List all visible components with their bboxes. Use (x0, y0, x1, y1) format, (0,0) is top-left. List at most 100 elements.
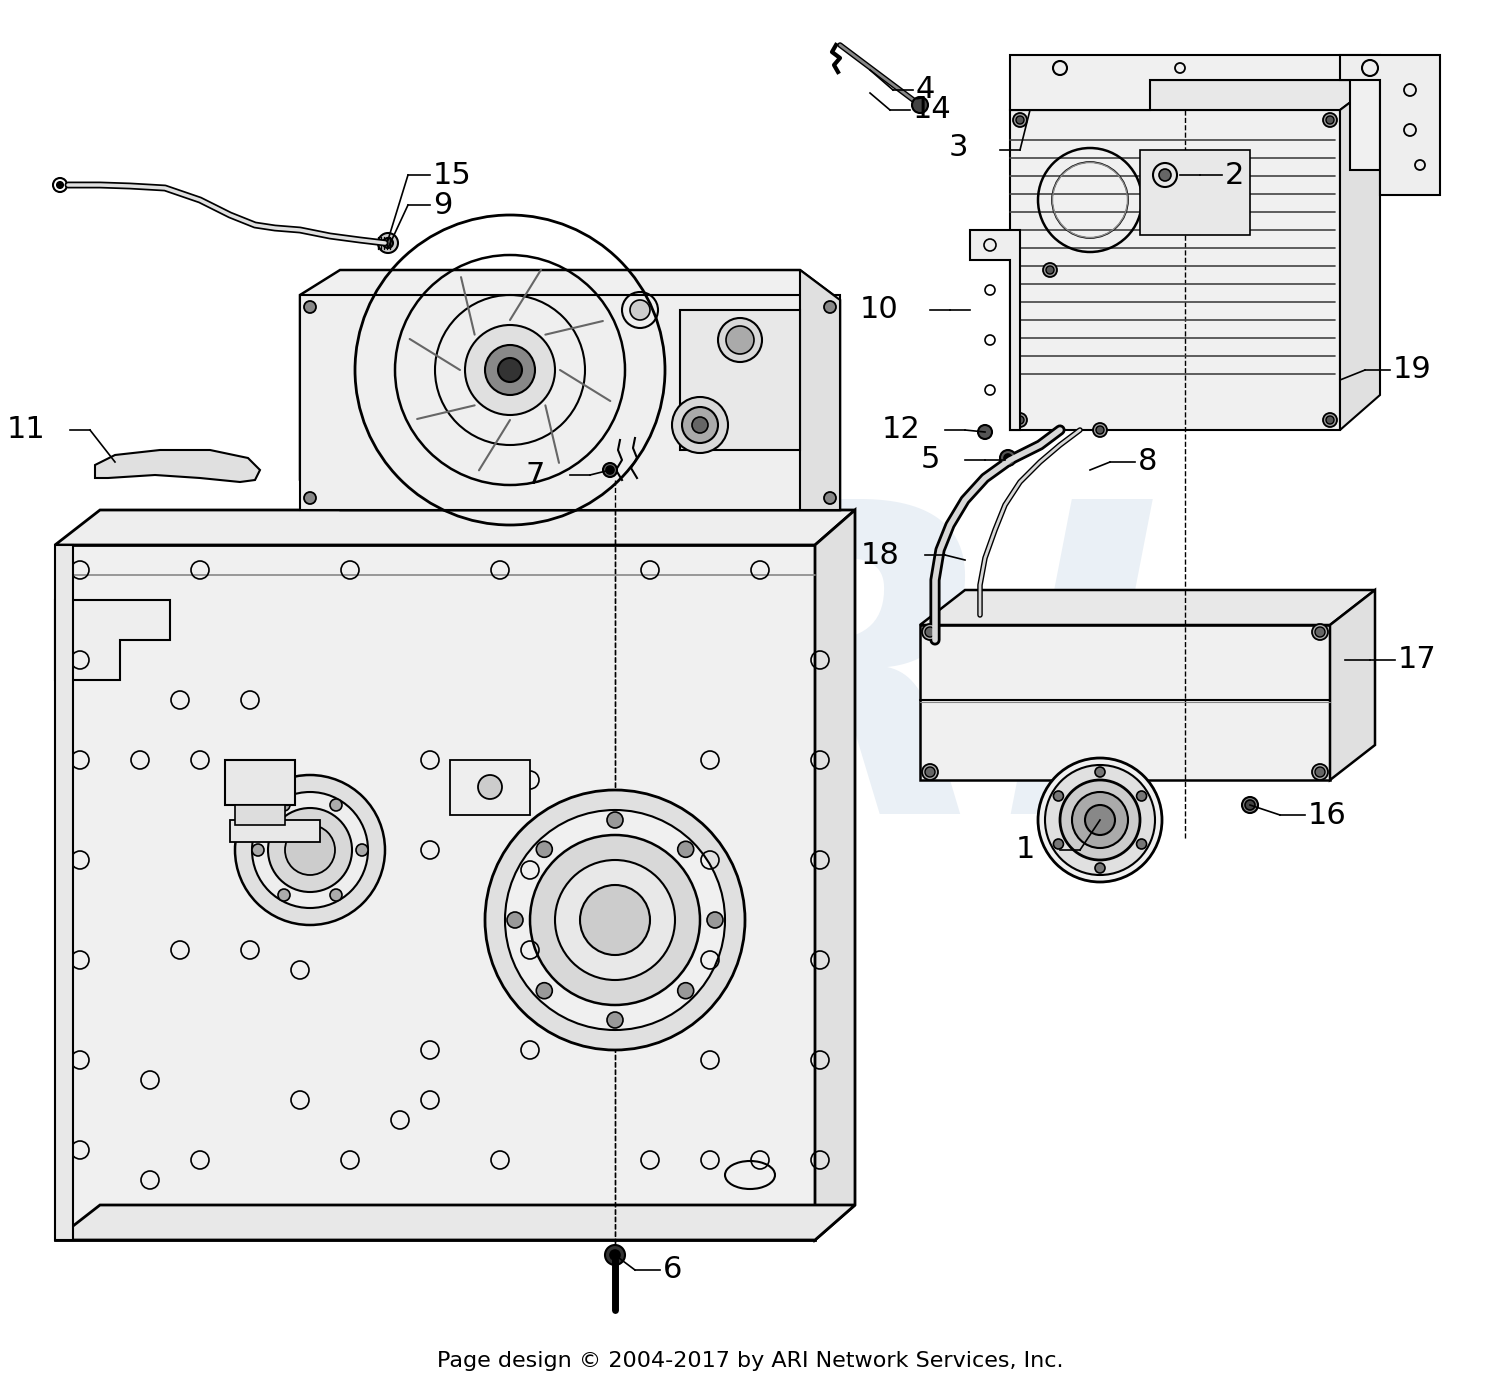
Circle shape (1160, 169, 1172, 181)
Circle shape (922, 764, 938, 781)
Circle shape (1016, 117, 1025, 124)
Circle shape (603, 463, 616, 476)
Polygon shape (56, 1206, 855, 1240)
Polygon shape (56, 544, 814, 1240)
Bar (450, 760, 530, 815)
Circle shape (1094, 424, 1107, 438)
Circle shape (706, 913, 723, 928)
Circle shape (356, 845, 368, 856)
Circle shape (506, 810, 724, 1031)
Circle shape (1053, 790, 1064, 801)
Circle shape (465, 325, 555, 415)
Circle shape (606, 465, 613, 474)
Circle shape (682, 407, 718, 443)
Circle shape (1013, 113, 1028, 126)
Circle shape (278, 799, 290, 811)
Circle shape (1137, 839, 1146, 849)
Circle shape (330, 889, 342, 901)
Polygon shape (920, 625, 1330, 781)
Circle shape (1323, 413, 1336, 426)
Circle shape (1137, 790, 1146, 801)
Circle shape (824, 492, 836, 504)
Text: 8: 8 (1138, 447, 1158, 476)
Circle shape (1000, 450, 1016, 465)
Text: ARI: ARI (338, 486, 1162, 903)
Polygon shape (970, 231, 1020, 431)
Circle shape (1316, 626, 1324, 638)
Circle shape (1053, 839, 1064, 849)
Circle shape (268, 808, 352, 892)
Circle shape (278, 889, 290, 901)
Circle shape (1326, 117, 1334, 124)
Text: 14: 14 (914, 96, 951, 125)
Circle shape (604, 1245, 625, 1265)
Circle shape (718, 318, 762, 363)
Polygon shape (1010, 81, 1380, 110)
Bar (680, 310, 800, 450)
Circle shape (252, 792, 368, 908)
Circle shape (1312, 624, 1328, 640)
Text: 12: 12 (882, 415, 920, 444)
Circle shape (1095, 767, 1106, 776)
Text: 6: 6 (663, 1256, 682, 1285)
Polygon shape (800, 269, 840, 510)
Circle shape (672, 397, 728, 453)
Text: 19: 19 (1394, 356, 1431, 385)
Circle shape (1245, 800, 1256, 810)
Text: 5: 5 (921, 446, 940, 475)
Polygon shape (1330, 590, 1376, 781)
Circle shape (330, 799, 342, 811)
Polygon shape (1010, 56, 1380, 169)
Circle shape (1016, 415, 1025, 424)
Circle shape (1046, 267, 1054, 274)
Polygon shape (94, 450, 260, 482)
Text: 15: 15 (433, 161, 471, 189)
Text: 9: 9 (433, 190, 453, 219)
Circle shape (1013, 413, 1028, 426)
Text: Page design © 2004-2017 by ARI Network Services, Inc.: Page design © 2004-2017 by ARI Network S… (436, 1351, 1064, 1371)
Circle shape (692, 417, 708, 433)
Circle shape (252, 845, 264, 856)
Polygon shape (300, 269, 840, 510)
Circle shape (530, 835, 700, 1006)
Circle shape (1312, 764, 1328, 781)
Polygon shape (920, 590, 1376, 625)
Circle shape (580, 885, 650, 956)
Polygon shape (815, 510, 855, 1240)
Circle shape (922, 624, 938, 640)
Polygon shape (1340, 81, 1380, 431)
Circle shape (304, 301, 316, 313)
Circle shape (978, 425, 992, 439)
Circle shape (926, 626, 934, 638)
Polygon shape (1010, 110, 1340, 431)
Circle shape (926, 767, 934, 776)
Circle shape (57, 182, 63, 188)
Circle shape (1038, 758, 1162, 882)
Circle shape (484, 344, 536, 394)
Text: 10: 10 (859, 296, 898, 325)
Circle shape (1046, 765, 1155, 875)
Circle shape (498, 358, 522, 382)
Circle shape (726, 326, 754, 354)
Circle shape (1326, 415, 1334, 424)
Circle shape (555, 860, 675, 981)
Polygon shape (56, 510, 855, 544)
Polygon shape (1340, 56, 1440, 194)
Circle shape (912, 97, 928, 113)
Text: 7: 7 (525, 461, 544, 489)
Bar (225, 760, 296, 806)
Circle shape (608, 813, 622, 828)
Circle shape (478, 775, 502, 799)
Text: 11: 11 (6, 415, 45, 444)
Circle shape (610, 1250, 620, 1260)
Circle shape (1084, 806, 1114, 835)
Circle shape (537, 842, 552, 857)
Circle shape (537, 982, 552, 999)
Bar (230, 820, 320, 842)
Circle shape (1060, 781, 1140, 860)
Circle shape (824, 301, 836, 313)
Text: 16: 16 (1308, 800, 1347, 829)
Circle shape (1042, 263, 1058, 276)
Text: 3: 3 (948, 133, 968, 163)
Circle shape (608, 1013, 622, 1028)
